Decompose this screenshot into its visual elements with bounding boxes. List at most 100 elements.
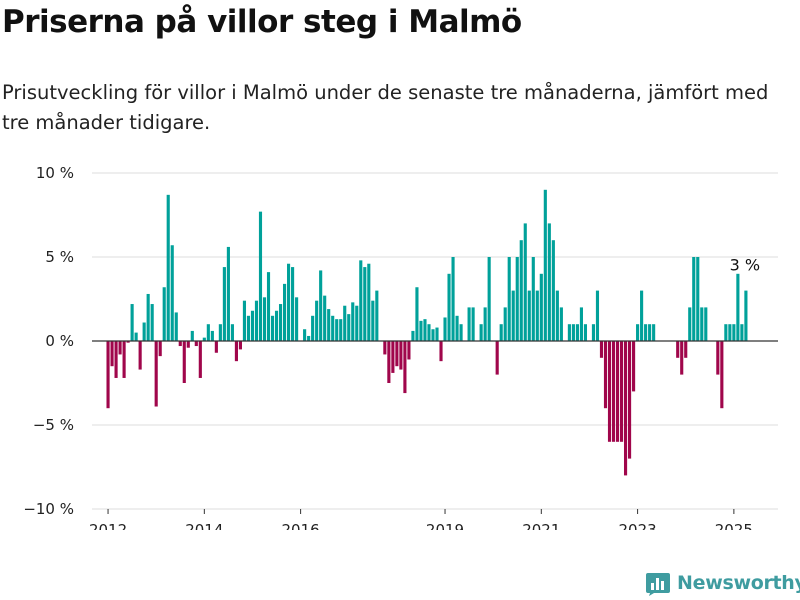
- bar: [483, 307, 487, 341]
- grid-lines: [92, 172, 778, 510]
- bar: [447, 273, 451, 341]
- bar: [142, 322, 146, 341]
- bar: [230, 324, 234, 341]
- bar: [270, 315, 275, 341]
- bar: [106, 341, 110, 409]
- bar: [603, 341, 608, 409]
- bar: [435, 327, 439, 341]
- bar: [644, 324, 648, 341]
- bar: [507, 257, 511, 341]
- bar: [359, 260, 363, 341]
- bar: [339, 319, 343, 341]
- bar: [732, 324, 736, 341]
- bar: [431, 329, 435, 341]
- y-tick-label: 10 %: [36, 164, 74, 182]
- bar: [214, 341, 218, 353]
- bar: [728, 324, 732, 341]
- bar: [303, 329, 307, 341]
- bar: [579, 307, 583, 341]
- bar: [190, 330, 194, 341]
- bar: [222, 267, 226, 341]
- bar: [539, 273, 543, 341]
- bar: [636, 324, 640, 341]
- bar: [347, 314, 351, 341]
- bar: [250, 310, 255, 341]
- bar: [343, 305, 347, 341]
- bar: [114, 341, 118, 378]
- bar: [527, 290, 531, 341]
- bar: [511, 290, 515, 341]
- bar: [170, 245, 174, 341]
- bar: [323, 295, 327, 341]
- bar: [704, 307, 708, 341]
- bar: [519, 240, 523, 341]
- brand-name: Newsworthy: [677, 572, 800, 594]
- bar: [495, 341, 499, 375]
- bar: [166, 194, 170, 341]
- bar: [684, 341, 688, 358]
- bar: [178, 341, 182, 347]
- bar: [443, 317, 447, 341]
- bar: [226, 246, 230, 341]
- bar: [403, 341, 407, 394]
- x-tick-label: 2014: [185, 521, 223, 530]
- bar: [547, 223, 551, 341]
- bar: [607, 341, 612, 442]
- bar: [551, 240, 555, 341]
- bar-chart: 10 % 5 % 0 % −5 % −10 % 2012 2014 2016 2019 2021…: [23, 164, 778, 530]
- bar: [427, 324, 431, 341]
- bar: [419, 320, 423, 341]
- bar: [471, 307, 475, 341]
- bar: [287, 263, 291, 341]
- x-tick-label: 2012: [89, 521, 127, 530]
- newsworthy-logo: Newsworthy: [645, 570, 800, 596]
- bar: [254, 300, 259, 341]
- bar: [242, 300, 247, 341]
- bar: [459, 324, 463, 341]
- bar: [383, 341, 387, 355]
- y-tick-label: 5 %: [45, 248, 74, 266]
- bar: [676, 341, 680, 358]
- bar: [395, 341, 399, 367]
- y-tick-label: 0 %: [45, 332, 74, 350]
- bar: [439, 341, 443, 362]
- bar: [371, 300, 375, 341]
- bar: [202, 337, 206, 341]
- bar: [575, 324, 579, 341]
- bar: [595, 290, 600, 341]
- bar: [467, 307, 471, 341]
- bar: [487, 257, 491, 341]
- bar: [515, 257, 519, 341]
- bar: [186, 341, 190, 348]
- annotations: 3 %: [730, 255, 760, 274]
- bar: [234, 341, 238, 362]
- bar: [688, 307, 692, 341]
- y-tick-label: −5 %: [33, 416, 74, 434]
- bar: [632, 341, 636, 392]
- bar: [110, 341, 114, 367]
- bar: [555, 290, 559, 341]
- x-axis-labels: 2012 2014 2016 2019 2021 2023 2025: [89, 509, 753, 530]
- x-tick-label: 2016: [282, 521, 320, 530]
- x-tick-label: 2021: [522, 521, 560, 530]
- bar: [291, 267, 295, 341]
- bar: [174, 312, 178, 341]
- bar: [716, 341, 720, 375]
- bar: [258, 211, 263, 341]
- bar: [274, 310, 279, 341]
- bar: [182, 341, 186, 383]
- bar: [407, 341, 411, 360]
- x-tick-label: 2019: [426, 521, 464, 530]
- bar: [724, 324, 728, 341]
- bar: [720, 341, 724, 409]
- bar-chart-badge-icon: [646, 573, 670, 596]
- y-tick-label: −10 %: [23, 500, 74, 518]
- bar: [391, 341, 395, 373]
- bar: [154, 341, 158, 407]
- bar: [266, 272, 271, 341]
- chart-subtitle: Prisutveckling för villor i Malmö under …: [2, 81, 769, 134]
- bar: [543, 189, 547, 341]
- bar: [335, 319, 339, 341]
- bar: [367, 263, 371, 341]
- bar: [351, 302, 355, 341]
